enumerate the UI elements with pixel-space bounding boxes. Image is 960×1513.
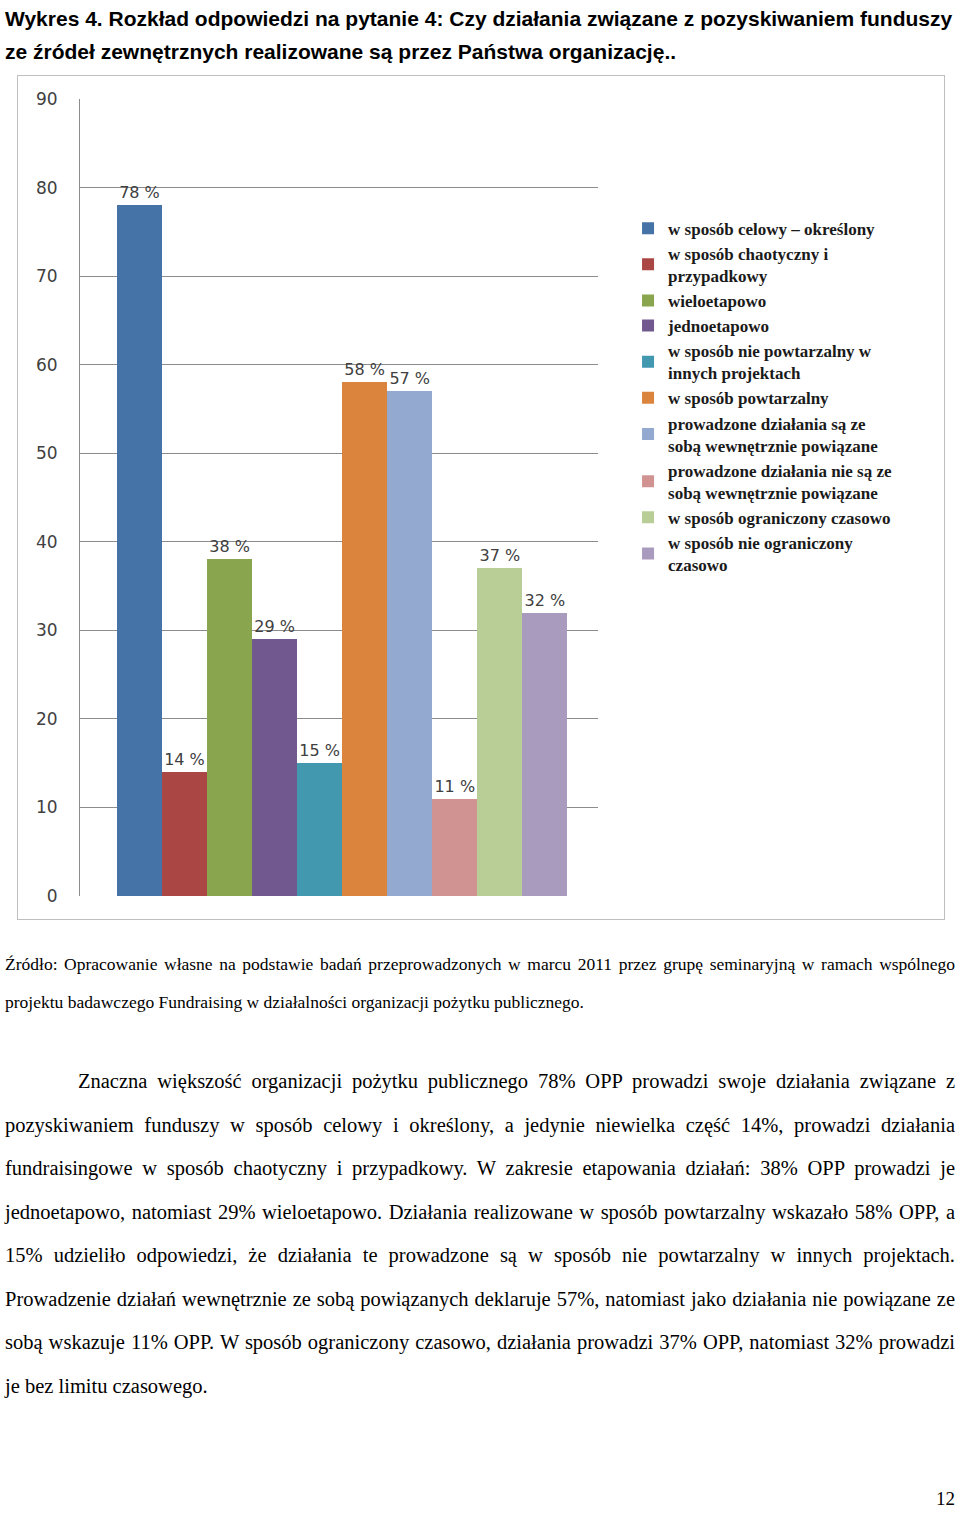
svg-text:32 %: 32 %	[525, 591, 566, 610]
svg-text:20: 20	[36, 709, 58, 729]
html-text:12: 12	[936, 1488, 955, 1509]
svg-text:29 %: 29 %	[254, 617, 295, 636]
svg-text:10: 10	[36, 797, 58, 817]
svg-text:w sposób nie ograniczonyczasow: w sposób nie ograniczonyczasowo	[668, 534, 853, 575]
svg-text:50: 50	[36, 443, 58, 463]
svg-text:40: 40	[36, 532, 58, 552]
svg-text:w sposób powtarzalny: w sposób powtarzalny	[668, 389, 829, 408]
svg-text:70: 70	[36, 266, 58, 286]
svg-text:37 %: 37 %	[479, 546, 520, 565]
svg-text:w sposób chaotyczny iprzypadko: w sposób chaotyczny iprzypadkowy	[668, 245, 828, 286]
svg-text:30: 30	[36, 620, 58, 640]
svg-text:57 %: 57 %	[389, 369, 430, 388]
svg-text:wieloetapowo: wieloetapowo	[668, 292, 766, 311]
html-text:Wykres 4. Rozkład odpowiedzi n: Wykres 4. Rozkład odpowiedzi na pytanie …	[5, 7, 953, 63]
svg-text:38 %: 38 %	[209, 537, 250, 556]
html-text:Znaczna większość organizacji: Znaczna większość organizacji pożytku pu…	[5, 1070, 955, 1397]
svg-text:80: 80	[36, 178, 58, 198]
svg-text:14 %: 14 %	[164, 750, 205, 769]
svg-text:60: 60	[36, 355, 58, 375]
svg-text:prowadzone działania nie są ze: prowadzone działania nie są zesobą wewnę…	[668, 462, 892, 503]
svg-text:prowadzone działania są zesobą: prowadzone działania są zesobą wewnętrzn…	[668, 415, 878, 456]
svg-text:jednoetapowo: jednoetapowo	[667, 317, 769, 336]
svg-text:w sposób celowy – określony: w sposób celowy – określony	[668, 220, 875, 239]
svg-text:0: 0	[47, 886, 58, 906]
svg-text:w sposób nie powtarzalny winny: w sposób nie powtarzalny winnych projekt…	[668, 342, 872, 383]
svg-text:58 %: 58 %	[344, 360, 385, 379]
html-text:Źródło: Opracowanie własne na: Źródło: Opracowanie własne na podstawie …	[5, 954, 955, 1012]
svg-text:15 %: 15 %	[299, 741, 340, 760]
svg-text:11 %: 11 %	[434, 777, 475, 796]
svg-text:78 %: 78 %	[119, 183, 160, 202]
svg-text:w sposób ograniczony czasowo: w sposób ograniczony czasowo	[668, 509, 890, 528]
svg-text:90: 90	[36, 89, 58, 109]
